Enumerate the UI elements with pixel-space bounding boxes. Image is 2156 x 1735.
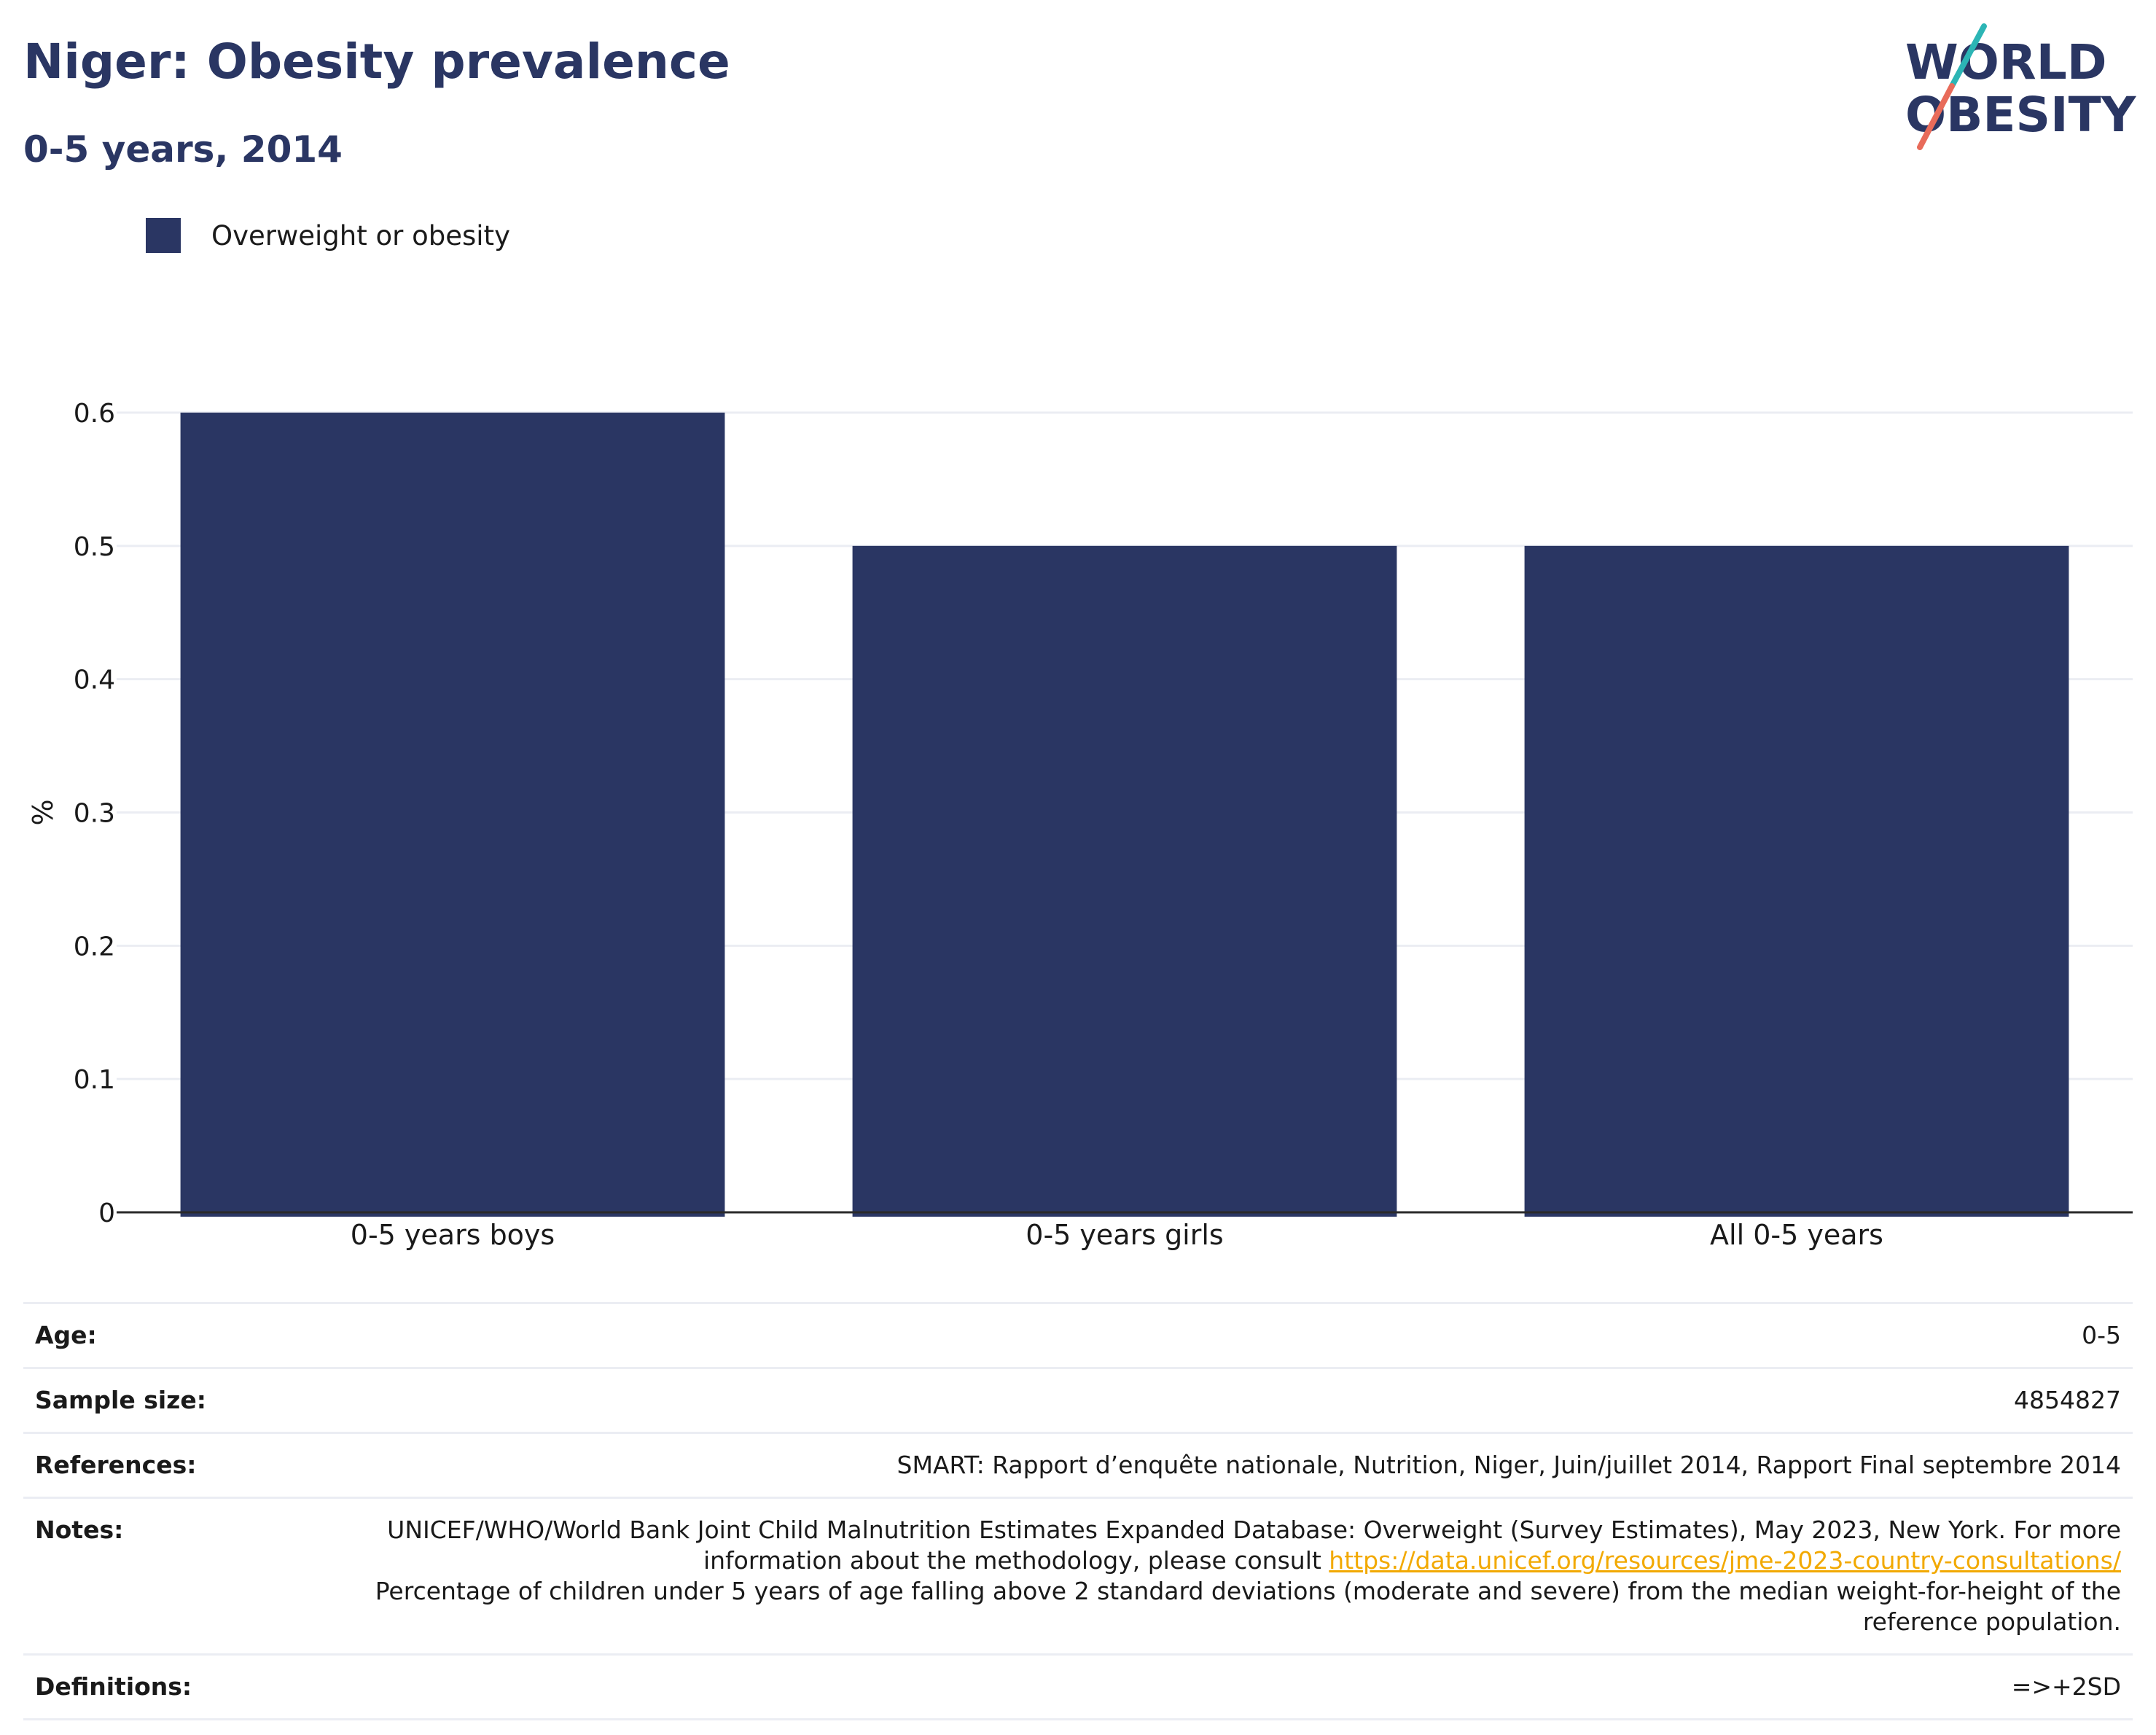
y-tick-label: 0.1 (74, 1065, 115, 1095)
sample-size-label: Sample size: (23, 1367, 353, 1434)
chart-legend: Overweight or obesity (146, 217, 510, 254)
bar (852, 545, 1397, 1217)
info-table: Age: 0-5 Sample size: 4854827 References… (23, 1302, 2133, 1720)
info-row-definitions: Definitions: =>+2SD (23, 1653, 2133, 1720)
y-tick-label: 0 (98, 1198, 115, 1228)
info-row-age: Age: 0-5 (23, 1302, 2133, 1369)
definitions-label: Definitions: (23, 1653, 353, 1720)
age-value: 0-5 (353, 1302, 2133, 1369)
notes-label: Notes: (23, 1497, 353, 1656)
y-tick-label: 0.2 (74, 932, 115, 962)
logo-slash-teal (1949, 23, 1987, 89)
sample-size-value: 4854827 (353, 1367, 2133, 1434)
info-row-sample-size: Sample size: 4854827 (23, 1367, 2133, 1434)
logo-line1: WORLD (1905, 34, 2107, 90)
bar-chart: 0 0.1 0.2 0.3 0.4 0.5 0.6% 0-5 years boys 0-5 ye… (27, 399, 2133, 1251)
definitions-value: =>+2SD (353, 1653, 2133, 1720)
bar (180, 413, 725, 1217)
y-tick-label: 0.6 (74, 399, 115, 429)
y-tick-label: 0.5 (74, 532, 115, 562)
y-axis-title: % (27, 799, 59, 825)
legend-label: Overweight or obesity (211, 219, 510, 252)
references-value: SMART: Rapport d’enquête nationale, Nutr… (353, 1432, 2133, 1499)
info-row-notes: Notes: UNICEF/WHO/World Bank Joint Child… (23, 1497, 2133, 1656)
references-label: References: (23, 1432, 353, 1499)
bar (1524, 545, 2069, 1217)
y-tick-label: 0.4 (74, 666, 115, 695)
x-tick-label: 0-5 years girls (1026, 1219, 1223, 1251)
notes-definition-text: Percentage of children under 5 years of … (375, 1577, 2121, 1636)
y-tick-label: 0.3 (74, 799, 115, 829)
page-subtitle: 0-5 years, 2014 (23, 128, 343, 171)
legend-swatch (146, 218, 181, 253)
world-obesity-logo: WORLD OBESITY (1905, 23, 2137, 150)
page-title: Niger: Obesity prevalence (23, 34, 730, 90)
age-label: Age: (23, 1302, 353, 1369)
x-tick-label: 0-5 years boys (351, 1219, 555, 1251)
notes-text: UNICEF/WHO/World Bank Joint Child Malnut… (387, 1516, 2121, 1575)
logo-slash-coral (1917, 83, 1955, 150)
notes-value: UNICEF/WHO/World Bank Joint Child Malnut… (353, 1497, 2133, 1656)
x-tick-label: All 0-5 years (1710, 1219, 1883, 1251)
methodology-link[interactable]: https://data.unicef.org/resources/jme-20… (1329, 1546, 2121, 1575)
info-row-references: References: SMART: Rapport d’enquête nat… (23, 1432, 2133, 1499)
